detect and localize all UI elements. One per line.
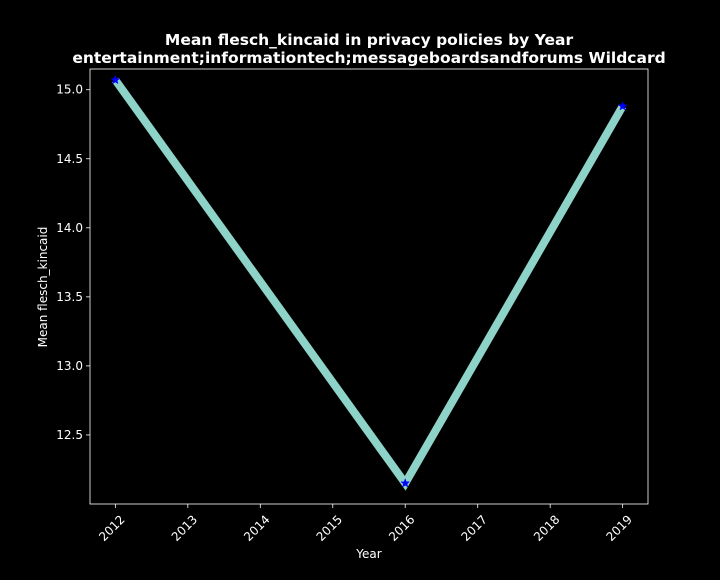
y-tick-label: 13.0 bbox=[56, 359, 83, 373]
data-point-marker bbox=[617, 101, 628, 111]
y-axis: 12.5 13.0 13.5 14.0 14.5 15.0 bbox=[56, 83, 90, 442]
y-tick-label: 12.5 bbox=[56, 428, 83, 442]
x-axis-label: Year bbox=[355, 547, 381, 561]
data-point-marker bbox=[400, 478, 411, 488]
y-tick-label: 15.0 bbox=[56, 83, 83, 97]
series-group bbox=[110, 74, 628, 491]
y-tick-label: 13.5 bbox=[56, 290, 83, 304]
data-point-marker bbox=[110, 74, 121, 85]
y-tick-label: 14.0 bbox=[56, 221, 83, 235]
chart-subtitle: entertainment;informationtech;messageboa… bbox=[72, 49, 665, 67]
y-axis-label: Mean flesch_kincaid bbox=[36, 227, 50, 348]
chart-title: Mean flesch_kincaid in privacy policies … bbox=[165, 31, 574, 49]
y-tick-label: 14.5 bbox=[56, 152, 83, 166]
plot-frame bbox=[89, 68, 649, 505]
